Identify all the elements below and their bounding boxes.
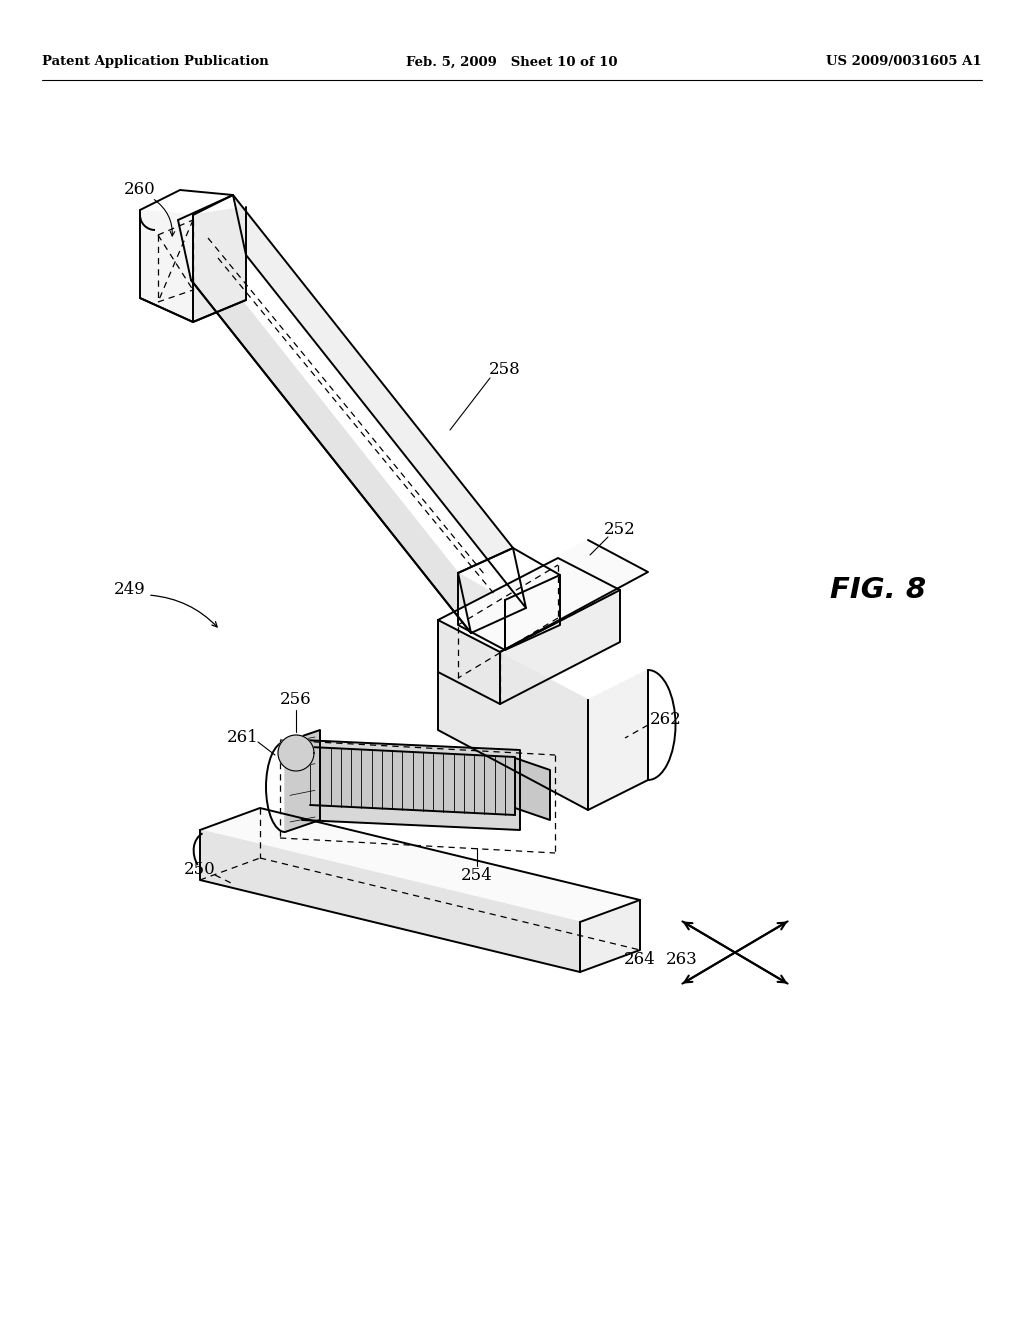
Text: Patent Application Publication: Patent Application Publication <box>42 55 268 69</box>
Polygon shape <box>515 758 550 820</box>
Polygon shape <box>279 735 314 771</box>
Polygon shape <box>200 830 580 972</box>
FancyArrowPatch shape <box>151 595 217 627</box>
FancyArrowPatch shape <box>155 199 175 236</box>
Text: 261: 261 <box>227 730 259 747</box>
Polygon shape <box>178 195 513 573</box>
Polygon shape <box>200 808 640 921</box>
Polygon shape <box>438 558 620 652</box>
Text: US 2009/0031605 A1: US 2009/0031605 A1 <box>826 55 982 69</box>
Text: FIG. 8: FIG. 8 <box>829 576 926 605</box>
Polygon shape <box>140 190 233 215</box>
Polygon shape <box>438 620 500 704</box>
Text: 260: 260 <box>124 181 156 198</box>
Text: Feb. 5, 2009   Sheet 10 of 10: Feb. 5, 2009 Sheet 10 of 10 <box>407 55 617 69</box>
Polygon shape <box>310 747 515 814</box>
Polygon shape <box>438 620 588 810</box>
Polygon shape <box>140 210 193 322</box>
Polygon shape <box>193 207 246 322</box>
Polygon shape <box>580 900 640 972</box>
Polygon shape <box>500 590 620 704</box>
Polygon shape <box>302 741 520 830</box>
Polygon shape <box>505 576 560 649</box>
Text: 264: 264 <box>624 952 656 969</box>
Text: 263: 263 <box>667 952 698 969</box>
Polygon shape <box>285 730 319 832</box>
Text: 262: 262 <box>650 711 682 729</box>
Text: 249: 249 <box>114 582 145 598</box>
Polygon shape <box>233 195 526 609</box>
Polygon shape <box>458 573 505 649</box>
Polygon shape <box>458 548 560 601</box>
Polygon shape <box>178 220 471 634</box>
Polygon shape <box>438 540 648 652</box>
Text: 258: 258 <box>489 362 521 379</box>
Polygon shape <box>588 671 648 810</box>
Text: 256: 256 <box>281 692 312 709</box>
Text: 252: 252 <box>604 521 636 539</box>
Text: 254: 254 <box>461 867 493 884</box>
Text: 250: 250 <box>184 862 216 879</box>
